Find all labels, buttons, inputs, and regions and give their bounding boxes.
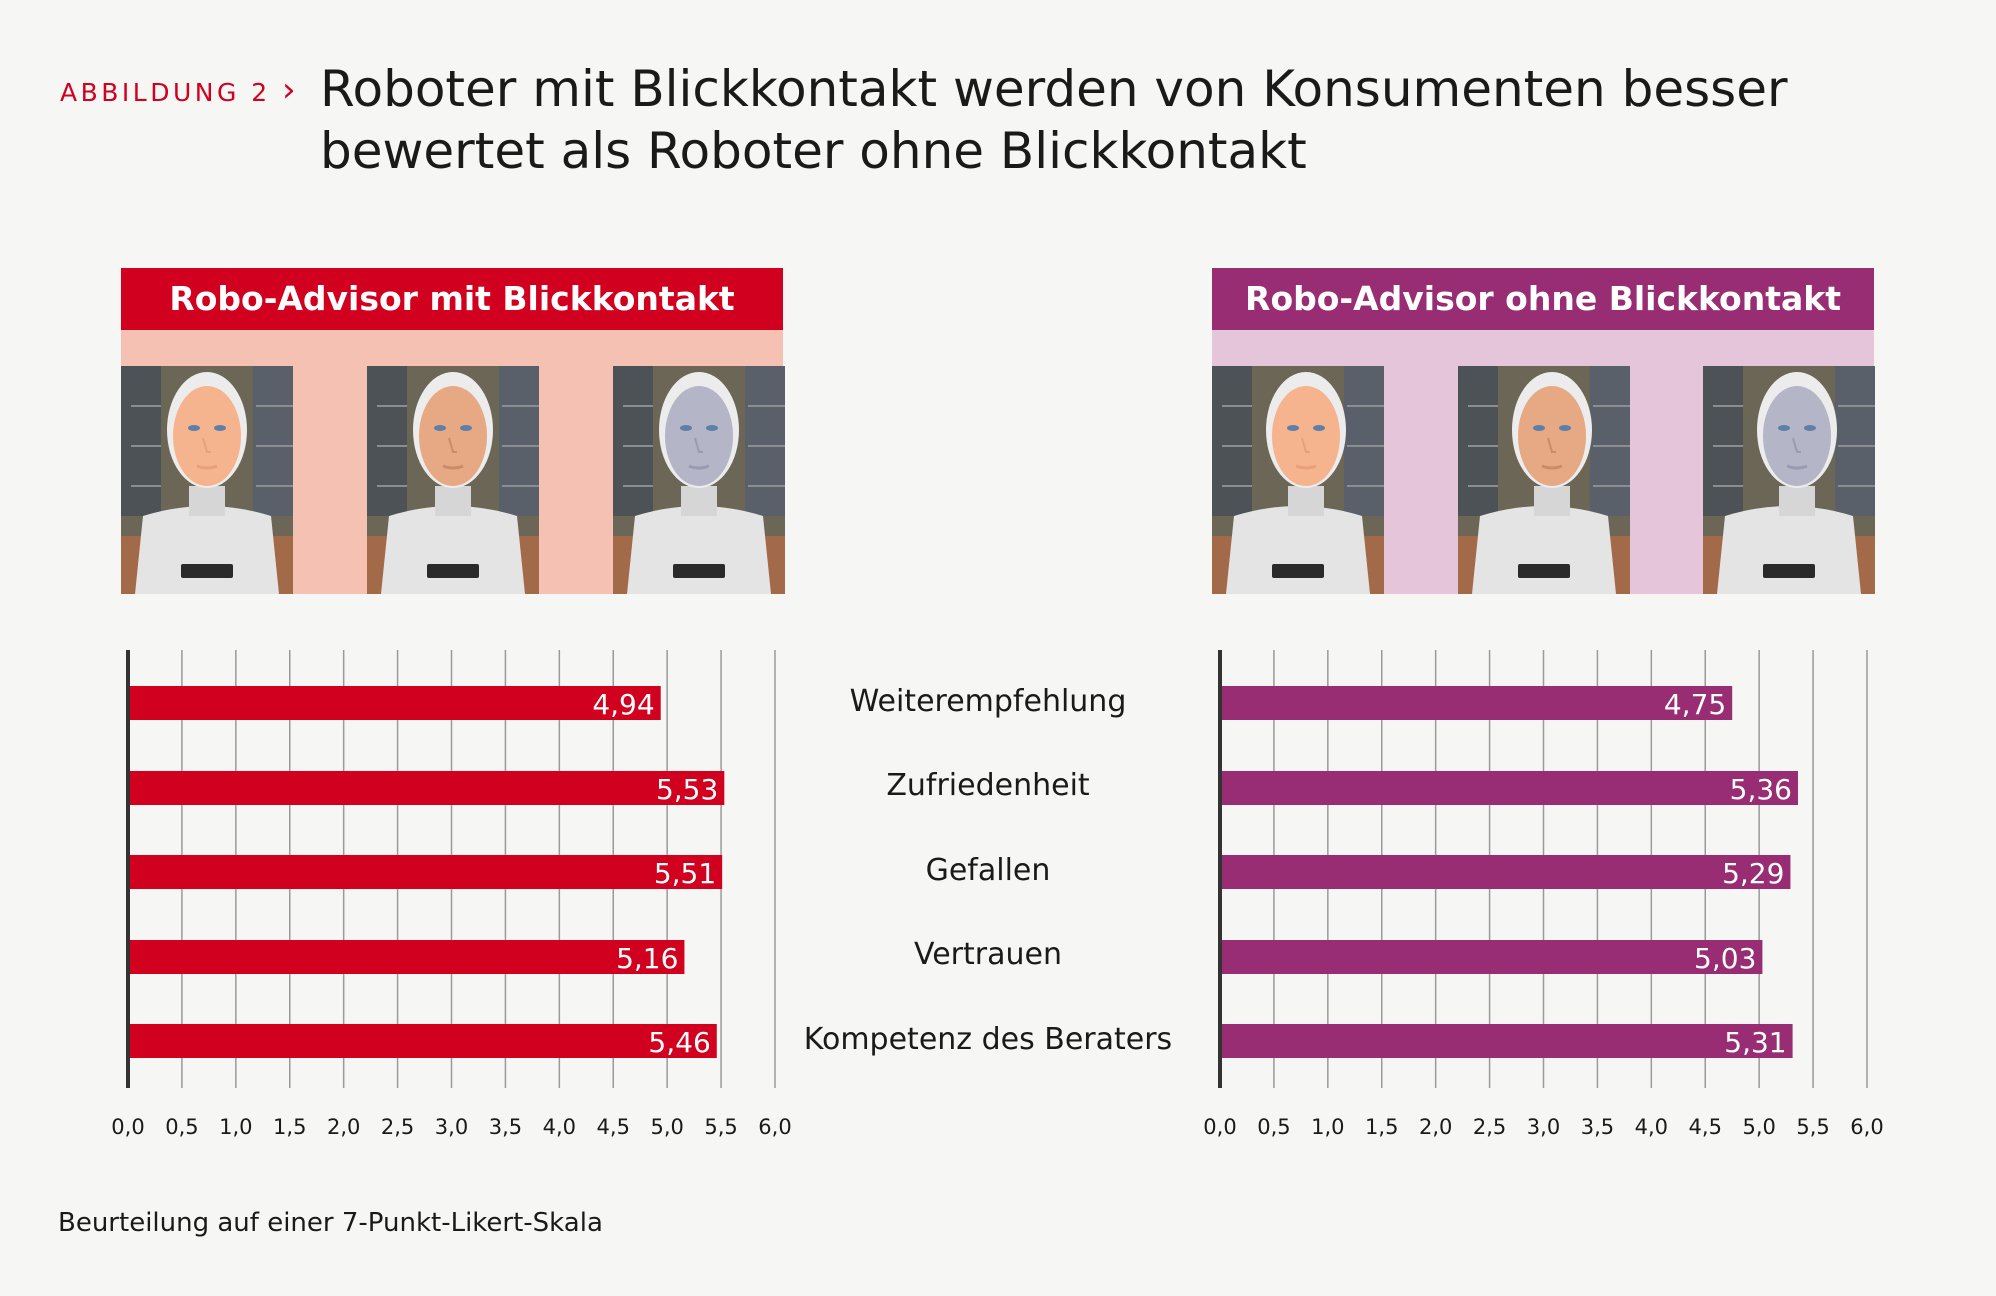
x-tick-label: 6,0	[1850, 1115, 1883, 1139]
footnote: Beurteilung auf einer 7-Punkt-Likert-Ska…	[58, 1208, 603, 1238]
x-tick-label: 4,0	[1635, 1115, 1668, 1139]
x-tick-label: 5,0	[1742, 1115, 1775, 1139]
category-label: Gefallen	[925, 853, 1051, 888]
bar	[130, 771, 725, 805]
bar	[130, 1024, 717, 1058]
bar	[1222, 855, 1791, 889]
bar-value-label: 4,75	[1664, 688, 1726, 721]
x-tick-label: 4,0	[543, 1115, 576, 1139]
robot-photo	[1212, 366, 1384, 594]
x-tick-label: 4,5	[597, 1115, 630, 1139]
bar-value-label: 5,51	[654, 857, 716, 890]
chevron-right-icon: ›	[282, 70, 296, 110]
x-tick-label: 1,5	[1365, 1115, 1398, 1139]
robot-photo	[1703, 366, 1875, 594]
x-tick-label: 2,5	[1473, 1115, 1506, 1139]
x-tick-label: 1,0	[1311, 1115, 1344, 1139]
x-tick-label: 2,0	[1419, 1115, 1452, 1139]
x-tick-label: 6,0	[758, 1115, 791, 1139]
bar-value-label: 4,94	[592, 688, 654, 721]
x-tick-label: 5,5	[1796, 1115, 1829, 1139]
panel-left-heading: Robo-Advisor mit Blickkontakt	[121, 268, 783, 330]
bar-value-label: 5,36	[1730, 773, 1792, 806]
x-tick-label: 1,5	[273, 1115, 306, 1139]
x-tick-label: 3,0	[1527, 1115, 1560, 1139]
x-tick-label: 0,5	[165, 1115, 198, 1139]
bar	[130, 855, 723, 889]
x-tick-label: 4,5	[1689, 1115, 1722, 1139]
x-tick-label: 0,0	[1203, 1115, 1236, 1139]
panel-right-heading: Robo-Advisor ohne Blickkontakt	[1212, 268, 1874, 330]
x-tick-label: 3,5	[1581, 1115, 1614, 1139]
x-tick-label: 2,0	[327, 1115, 360, 1139]
x-tick-label: 0,5	[1257, 1115, 1290, 1139]
category-label: Vertrauen	[914, 937, 1062, 972]
x-tick-label: 3,5	[489, 1115, 522, 1139]
x-tick-label: 5,0	[650, 1115, 683, 1139]
bar-value-label: 5,31	[1724, 1026, 1786, 1059]
bar-value-label: 5,03	[1694, 942, 1756, 975]
figure-label: ABBILDUNG 2	[60, 78, 271, 107]
robot-photo	[367, 366, 539, 594]
bar-value-label: 5,46	[648, 1026, 710, 1059]
x-tick-label: 2,5	[381, 1115, 414, 1139]
robot-photo	[613, 366, 785, 594]
chart-title: Roboter mit Blickkontakt werden von Kons…	[320, 60, 1788, 180]
bar	[1222, 940, 1763, 974]
category-label: Kompetenz des Beraters	[803, 1022, 1173, 1057]
category-label: Weiterempfehlung	[849, 684, 1127, 719]
bar-value-label: 5,53	[656, 773, 718, 806]
robot-photo	[121, 366, 293, 594]
bar	[1222, 771, 1798, 805]
category-label: Zufriedenheit	[886, 768, 1090, 803]
x-tick-label: 5,5	[704, 1115, 737, 1139]
bar	[130, 940, 685, 974]
x-tick-label: 1,0	[219, 1115, 252, 1139]
bar	[1222, 1024, 1793, 1058]
bar-value-label: 5,29	[1722, 857, 1784, 890]
bar-value-label: 5,16	[616, 942, 678, 975]
x-tick-label: 3,0	[435, 1115, 468, 1139]
bar	[1222, 686, 1733, 720]
x-tick-label: 0,0	[111, 1115, 144, 1139]
bar	[130, 686, 661, 720]
robot-photo	[1458, 366, 1630, 594]
